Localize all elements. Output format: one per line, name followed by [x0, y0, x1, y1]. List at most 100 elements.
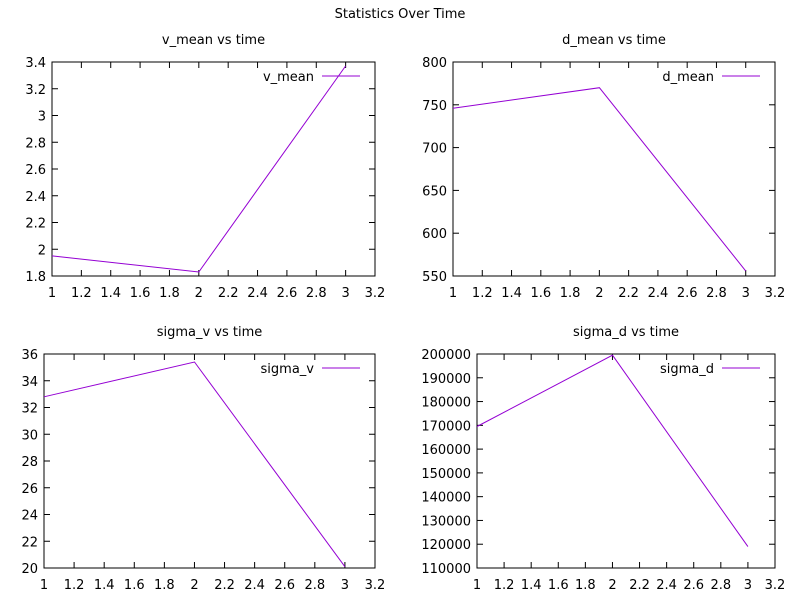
x-tick-label: 3: [744, 578, 752, 593]
legend-label: sigma_v: [261, 362, 315, 377]
y-tick-label: 2.4: [25, 190, 46, 205]
x-tick-label: 2: [608, 578, 616, 593]
x-tick-label: 1.8: [154, 578, 175, 593]
x-tick-label: 2.6: [274, 578, 295, 593]
y-tick-label: 180000: [421, 396, 471, 411]
x-tick-label: 2: [195, 286, 203, 301]
y-tick-label: 1.8: [25, 270, 46, 285]
y-tick-label: 3.2: [25, 83, 46, 98]
chart-title: v_mean vs time: [162, 33, 265, 48]
series-line-v_mean: [51, 65, 347, 273]
y-tick-label: 200000: [421, 348, 471, 363]
x-tick-label: 1.4: [521, 578, 542, 593]
x-tick-label: 2.4: [648, 286, 669, 301]
y-tick-label: 130000: [421, 514, 471, 529]
series-line-sigma_d: [476, 354, 749, 547]
y-tick-label: 170000: [421, 419, 471, 434]
y-tick-label: 650: [422, 184, 447, 199]
y-tick-label: 24: [21, 509, 38, 524]
x-tick-label: 1.4: [94, 578, 115, 593]
chart-title: sigma_d vs time: [573, 325, 679, 340]
x-tick-label: 2.6: [677, 286, 698, 301]
legend-label: d_mean: [662, 70, 714, 85]
series-line-sigma_v: [43, 361, 346, 567]
y-tick-label: 26: [21, 482, 38, 497]
x-tick-label: 2.4: [656, 578, 677, 593]
x-tick-label: 2: [595, 286, 603, 301]
x-tick-label: 1.6: [530, 286, 551, 301]
y-tick-label: 550: [422, 270, 447, 285]
y-tick-label: 3: [38, 110, 46, 125]
x-tick-label: 2.8: [710, 578, 731, 593]
y-tick-label: 20: [21, 562, 38, 577]
x-tick-label: 1.8: [560, 286, 581, 301]
x-tick-label: 2.6: [277, 286, 298, 301]
chart-panel-4: sigma_d vs time 1 1.2 1.4 1.6 1.8 2 2.2 2.4 2.6 2.…: [421, 325, 785, 593]
y-tick-label: 140000: [421, 491, 471, 506]
chart-title: sigma_v vs time: [157, 325, 263, 340]
y-tick-label: 160000: [421, 443, 471, 458]
chart-panel-2: d_mean vs time 1 1.2 1.4 1.6 1.8 2 2.2 2.4 2.6 2.8…: [422, 33, 785, 301]
chart-panel-3: sigma_v vs time 1 1.2 1.4 1.6 1.8 2 2.2 2.4 2.6 2.…: [21, 325, 385, 593]
y-tick-label: 30: [21, 428, 38, 443]
x-tick-label: 1.2: [64, 578, 85, 593]
x-tick-label: 3: [742, 286, 750, 301]
x-tick-label: 2.6: [683, 578, 704, 593]
x-tick-label: 1: [473, 578, 481, 593]
y-tick-label: 36: [21, 348, 38, 363]
y-tick-label: 28: [21, 455, 38, 470]
x-tick-label: 1.6: [548, 578, 569, 593]
x-tick-label: 1: [40, 578, 48, 593]
x-tick-label: 2.2: [214, 578, 235, 593]
x-tick-label: 1: [48, 286, 56, 301]
y-tick-label: 110000: [421, 562, 471, 577]
y-tick-label: 2.8: [25, 136, 46, 151]
x-tick-label: 3.2: [765, 286, 786, 301]
y-tick-label: 32: [21, 402, 38, 417]
x-tick-label: 2.8: [304, 578, 325, 593]
x-tick-label: 3.2: [365, 578, 386, 593]
x-tick-label: 1.8: [575, 578, 596, 593]
x-tick-label: 2.4: [244, 578, 265, 593]
legend-label: sigma_d: [660, 362, 714, 377]
x-tick-label: 1.4: [501, 286, 522, 301]
x-tick-label: 1.4: [100, 286, 121, 301]
x-tick-label: 2: [190, 578, 198, 593]
y-tick-label: 750: [422, 99, 447, 114]
x-tick-label: 2.4: [247, 286, 268, 301]
x-tick-label: 3: [341, 286, 349, 301]
y-tick-label: 700: [422, 142, 447, 157]
x-tick-label: 1.8: [159, 286, 180, 301]
y-tick-label: 34: [21, 375, 38, 390]
x-tick-label: 1.2: [472, 286, 493, 301]
x-tick-label: 1.6: [124, 578, 145, 593]
x-tick-label: 2.2: [218, 286, 239, 301]
y-tick-label: 120000: [421, 538, 471, 553]
x-tick-label: 2.8: [306, 286, 327, 301]
y-tick-label: 150000: [421, 467, 471, 482]
x-tick-label: 1.6: [130, 286, 151, 301]
plot-frame: [43, 353, 376, 569]
plot-frame: [51, 61, 376, 277]
y-tick-label: 190000: [421, 372, 471, 387]
chart-panel-1: v_mean vs time 1 1.2 1.4 1.6 1.8 2 2.2 2.4 2.6 2.8…: [25, 33, 385, 301]
legend-label: v_mean: [263, 70, 314, 85]
x-tick-label: 2.2: [618, 286, 639, 301]
y-tick-label: 22: [21, 535, 38, 550]
y-tick-label: 2: [38, 243, 46, 258]
chart-title: d_mean vs time: [562, 33, 666, 48]
y-tick-label: 800: [422, 56, 447, 71]
y-tick-label: 600: [422, 227, 447, 242]
x-tick-label: 3.2: [765, 578, 786, 593]
series-line-d_mean: [452, 87, 747, 272]
figure-title: Statistics Over Time: [334, 7, 466, 22]
x-tick-label: 2.8: [706, 286, 727, 301]
x-tick-label: 1.2: [494, 578, 515, 593]
x-tick-label: 2.2: [629, 578, 650, 593]
plot-frame: [452, 61, 776, 277]
x-tick-label: 3: [341, 578, 349, 593]
plot-frame: [476, 353, 776, 569]
y-tick-label: 2.6: [25, 163, 46, 178]
x-tick-label: 1.2: [71, 286, 92, 301]
